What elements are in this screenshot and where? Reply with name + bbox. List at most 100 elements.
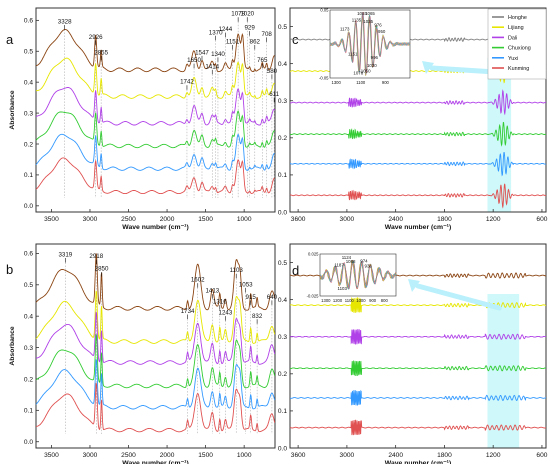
series-line	[289, 419, 546, 436]
inset-peak-label: 974	[360, 258, 368, 263]
legend-label: Honghe	[508, 15, 527, 21]
peak-label: 1340	[211, 51, 225, 58]
panel-label: a	[6, 32, 14, 47]
peak-label: 862	[250, 39, 261, 46]
inset-x-tick-label: 1200	[333, 298, 343, 303]
legend-label: Lijiang	[508, 25, 524, 31]
x-tick-label: 3600	[291, 216, 306, 223]
chart-panel-b: 3500 3000 2500 2000 1500 1000 0.0 0.1 0.2 0.3 0.4 0…	[6, 243, 278, 464]
inset-x-tick-label: 1300	[331, 80, 341, 85]
y-tick-label: 0.5	[24, 282, 33, 289]
plot-frame	[35, 7, 276, 213]
x-tick-label: 3000	[83, 216, 98, 223]
y-tick-label: 0.0	[24, 439, 33, 446]
zoom-arrow-head	[422, 61, 434, 74]
y-axis-label: Absorbance	[9, 90, 16, 130]
peak-label: 580	[267, 68, 278, 75]
y-tick-label: 0.6	[24, 18, 33, 25]
plot-frame	[289, 243, 547, 449]
series-line	[35, 57, 275, 99]
x-axis-label: Wave number (cm⁻¹)	[385, 224, 451, 231]
inset-peak-label: 996	[371, 55, 379, 60]
inset-y-tick-label: 0.05	[320, 8, 329, 13]
series-line	[289, 183, 546, 209]
inset-y-tick-label: -0.05	[319, 76, 329, 81]
inset-peak-label: 938	[365, 263, 373, 268]
x-tick-label: 1000	[237, 216, 252, 223]
y-tick-label: 0.2	[24, 376, 33, 383]
inset-peak-label: 950	[378, 29, 386, 34]
series-line	[35, 290, 276, 344]
peak-label: 915	[246, 294, 257, 301]
x-tick-label: 3000	[83, 452, 98, 459]
x-tick-label: 2500	[121, 216, 136, 223]
y-tick-label: 0.3	[278, 334, 287, 341]
y-tick-label: 0.0	[24, 203, 33, 210]
inset-peak-label: 1088	[346, 259, 356, 264]
peak-label: 2855	[94, 49, 108, 56]
plot-frame	[289, 7, 547, 213]
peak-label: 640	[267, 294, 278, 301]
peak-label: 3328	[58, 18, 72, 25]
series-line	[290, 360, 546, 377]
y-tick-label: 0.1	[278, 172, 287, 179]
x-tick-label: 600	[536, 452, 547, 459]
x-tick-label: 600	[536, 216, 547, 223]
x-tick-label: 2500	[121, 452, 136, 459]
peak-label: 1742	[180, 79, 194, 86]
peak-label: 1103	[230, 267, 244, 274]
inset-series-line	[319, 259, 397, 290]
inset-x-tick-label: 1000	[356, 298, 366, 303]
inset-y-tick-label: 0.025	[308, 252, 319, 257]
inset-x-tick-label: 1300	[321, 298, 331, 303]
y-tick-label: 0.3	[24, 110, 33, 117]
inset-peak-label: 1124	[342, 255, 352, 260]
panel-label: d	[292, 263, 299, 278]
x-tick-label: 1200	[486, 216, 501, 223]
inset-peak-label: 976	[374, 22, 382, 27]
series-line	[289, 121, 547, 147]
series-line	[290, 89, 546, 116]
inset-x-tick-label: 800	[381, 298, 389, 303]
peak-label: 765	[257, 57, 268, 64]
x-axis-label: Wave number (cm⁻¹)	[385, 460, 451, 464]
highlight-band	[487, 58, 512, 212]
peak-label: 3319	[58, 252, 72, 259]
zoom-arrow	[429, 65, 498, 75]
series-line	[35, 359, 276, 410]
series-line	[35, 110, 276, 149]
chart-panel-a: 3500 3000 2500 2000 1500 1000 0.0 0.1 0.2 0.3 0.4 0…	[6, 7, 280, 231]
peak-label: 2850	[95, 266, 109, 273]
zoom-arrow	[415, 283, 502, 311]
inset-x-tick-label: 900	[382, 80, 390, 85]
series-line	[36, 382, 276, 433]
inset-peak-label: 1187	[334, 263, 344, 268]
y-tick-label: 0.2	[278, 135, 287, 142]
peak-label: 2926	[89, 34, 103, 41]
peak-label: 1602	[191, 277, 205, 284]
series-line	[35, 334, 276, 389]
peak-label: 2918	[89, 253, 103, 260]
series-line	[289, 297, 546, 313]
peak-label: 1547	[195, 49, 209, 56]
series-line	[35, 253, 276, 311]
panel-label: b	[6, 262, 13, 277]
legend-label: Chuxiong	[508, 46, 531, 52]
x-tick-label: 3000	[340, 452, 355, 459]
peak-label: 1650	[187, 57, 201, 64]
inset-series-line	[330, 11, 411, 74]
peak-label: 929	[244, 25, 255, 32]
series-line	[35, 87, 276, 126]
x-tick-label: 1500	[198, 452, 213, 459]
y-tick-label: 0.1	[24, 172, 33, 179]
series-line	[35, 28, 275, 73]
chart-panel-d: 3600 3000 2400 1800 1200 600 0.0 0.1 0.2 0.3 0.4 0.…	[278, 243, 548, 464]
inset-peak-label: 1065	[365, 11, 375, 16]
y-tick-label: 0.3	[278, 98, 287, 105]
x-tick-label: 1500	[198, 216, 213, 223]
y-tick-label: 0.4	[24, 313, 33, 320]
series-line	[290, 151, 547, 177]
legend-label: Dali	[508, 35, 517, 41]
y-tick-label: 0.1	[278, 408, 287, 415]
x-axis-label: Wave number (cm⁻¹)	[122, 224, 188, 231]
